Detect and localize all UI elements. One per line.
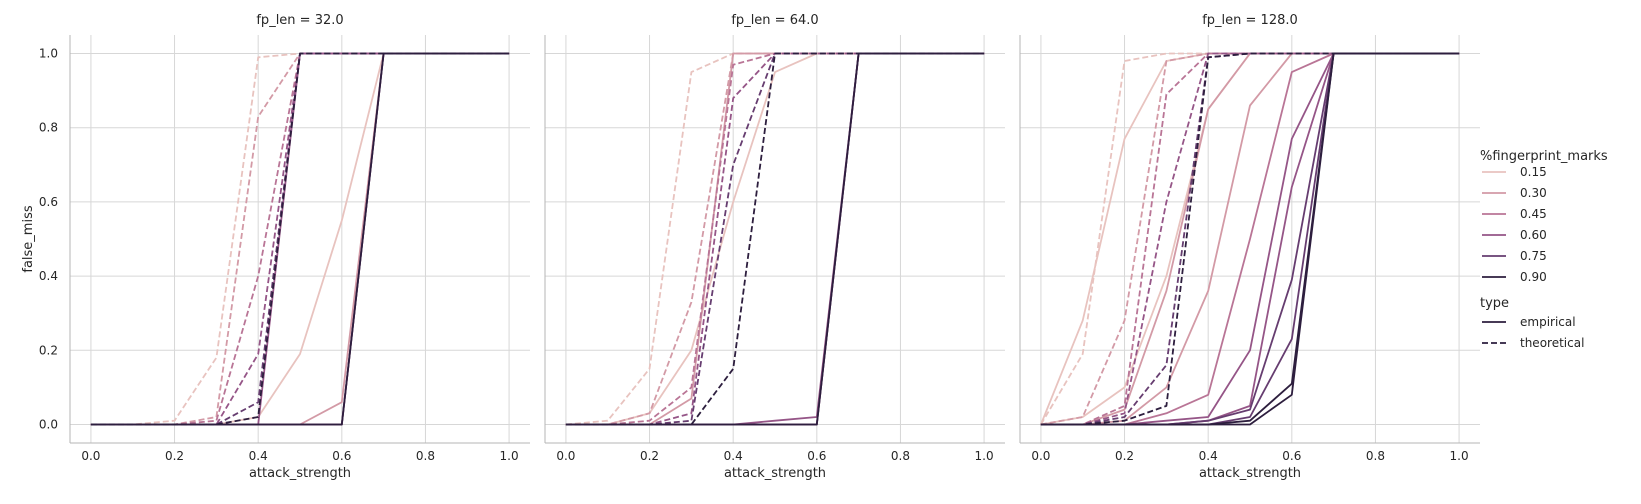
panel-title: fp_len = 32.0	[256, 13, 343, 28]
x-tick-label: 0.4	[724, 449, 743, 463]
grid	[1020, 35, 1480, 443]
x-axis-label: attack_strength	[1199, 466, 1301, 481]
series-lines	[1040, 52, 1460, 426]
x-tick-label: 0.2	[640, 449, 659, 463]
series-line-theoretical-0_90	[1040, 52, 1460, 426]
series-line-empirical-0_30	[90, 52, 510, 426]
x-tick-label: 0.2	[165, 449, 184, 463]
x-tick-label: 0.0	[556, 449, 575, 463]
series-line-empirical-0_60	[565, 52, 985, 426]
series-line-empirical-0_15	[90, 52, 510, 426]
y-tick-label: 0.0	[39, 417, 58, 431]
series-line-empirical-0_30	[565, 52, 985, 426]
x-tick-label: 0.8	[416, 449, 435, 463]
y-axis-label: false_miss	[21, 205, 36, 272]
series-line-empirical-0_45	[565, 52, 985, 426]
series-line-theoretical-0_30	[565, 52, 985, 426]
series-line-theoretical-0_60	[565, 52, 985, 426]
series-lines	[90, 52, 510, 426]
y-tick-label: 1.0	[39, 47, 58, 61]
legend-hue-label: 0.45	[1520, 207, 1547, 221]
x-tick-label: 0.0	[1031, 449, 1050, 463]
series-line-empirical-0_45	[90, 52, 510, 426]
legend-hue-label: 0.15	[1520, 165, 1547, 179]
x-tick-label: 0.6	[332, 449, 351, 463]
grid	[70, 35, 530, 443]
series-line-empirical-0_75	[565, 52, 985, 426]
legend-style-title: type	[1480, 296, 1509, 311]
grid	[545, 35, 1005, 443]
legend-hue-items: 0.15 0.30 0.45 0.60 0.75 0.90	[1482, 165, 1547, 284]
y-tick-label: 0.6	[39, 195, 58, 209]
panel-2: 0.0 0.2 0.4 0.6 0.8 1.0 fp_len = 64.0 attack_st…	[544, 13, 1005, 481]
panel-title: fp_len = 128.0	[1202, 13, 1298, 28]
series-line-theoretical-0_45	[90, 52, 510, 426]
series-lines	[565, 52, 985, 426]
panel-3: 0.0 0.2 0.4 0.6 0.8 1.0 fp_len = 128.0 attack_s…	[1019, 13, 1480, 481]
x-tick-label: 0.8	[891, 449, 910, 463]
legend-hue-label: 0.90	[1520, 270, 1547, 284]
x-axis-label: attack_strength	[724, 466, 826, 481]
legend-hue-label: 0.60	[1520, 228, 1547, 242]
series-line-theoretical-0_75	[565, 52, 985, 426]
series-line-theoretical-0_75	[90, 52, 510, 426]
x-tick-label: 0.4	[1199, 449, 1218, 463]
x-tick-label: 0.4	[249, 449, 268, 463]
panel-title: fp_len = 64.0	[731, 13, 818, 28]
chart-legend: %fingerprint_marks 0.150.300.450.600.750…	[1480, 149, 1608, 350]
x-tick-label: 0.2	[1115, 449, 1134, 463]
x-tick-label: 1.0	[1450, 449, 1469, 463]
y-tick-label: 0.2	[39, 343, 58, 357]
x-tick-label: 1.0	[975, 449, 994, 463]
series-line-empirical-0_60	[90, 52, 510, 426]
series-line-empirical-0_75	[90, 52, 510, 426]
series-line-theoretical-0_30	[90, 52, 510, 426]
series-line-theoretical-0_90	[565, 52, 985, 426]
x-tick-label: 0.6	[807, 449, 826, 463]
y-tick-label: 0.4	[39, 269, 58, 283]
legend-style-label: empirical	[1520, 315, 1576, 329]
legend-style-label: theoretical	[1520, 336, 1584, 350]
series-line-empirical-0_15	[565, 52, 985, 426]
series-line-empirical-0_90	[90, 52, 510, 426]
legend-hue-label: 0.30	[1520, 186, 1547, 200]
legend-hue-title: %fingerprint_marks	[1480, 149, 1608, 164]
legend-hue-label: 0.75	[1520, 249, 1547, 263]
x-tick-label: 1.0	[500, 449, 519, 463]
x-tick-label: 0.6	[1282, 449, 1301, 463]
series-line-theoretical-0_15	[565, 52, 985, 426]
legend-style-items: empirical theoretical	[1482, 315, 1584, 350]
series-line-theoretical-0_15	[90, 52, 510, 426]
chart-panels: 0.0 0.2 0.4 0.6 0.8 1.0 0.0 0.2 0.4 0.6 0.8 1.0 fp_l…	[21, 13, 1480, 481]
series-line-theoretical-0_60	[90, 52, 510, 426]
y-tick-label: 0.8	[39, 121, 58, 135]
series-line-theoretical-0_90	[90, 52, 510, 426]
x-tick-label: 0.0	[81, 449, 100, 463]
x-axis-label: attack_strength	[249, 466, 351, 481]
series-line-empirical-0_90	[565, 52, 985, 426]
x-tick-label: 0.8	[1366, 449, 1385, 463]
panel-1: 0.0 0.2 0.4 0.6 0.8 1.0 0.0 0.2 0.4 0.6 0.8 1.0 fp_l…	[21, 13, 530, 481]
series-line-theoretical-0_45	[565, 52, 985, 426]
